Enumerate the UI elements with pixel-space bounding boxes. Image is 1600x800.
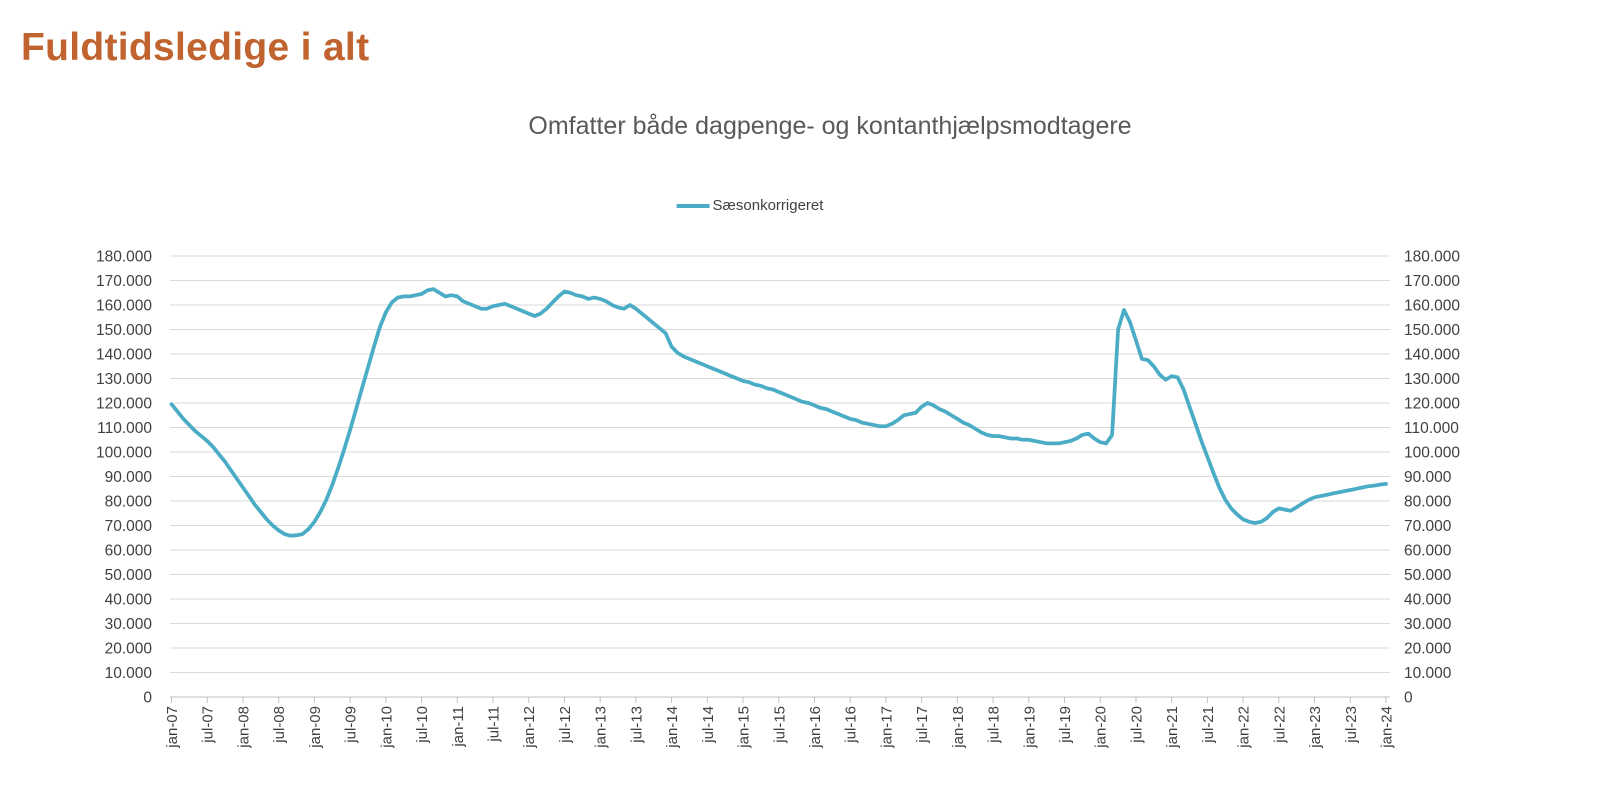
y-axis-label-left: 140.000 — [96, 347, 152, 364]
x-axis-label: jul-23 — [1343, 706, 1360, 744]
x-axis-label: jan-12 — [521, 706, 538, 749]
legend-label: Sæsonkorrigeret — [712, 197, 824, 214]
x-axis-label: jan-07 — [164, 706, 181, 749]
y-axis-label-left: 100.000 — [96, 445, 152, 462]
y-axis-label-right: 60.000 — [1404, 543, 1452, 560]
chart-title: Omfatter både dagpenge- og kontanthjælps… — [528, 112, 1132, 140]
x-axis-label: jul-19 — [1057, 706, 1074, 744]
x-axis-label: jan-24 — [1379, 706, 1396, 749]
y-axis-label-left: 70.000 — [105, 518, 153, 535]
y-axis-label-right: 130.000 — [1404, 371, 1460, 388]
y-axis-label-left: 80.000 — [105, 494, 153, 511]
x-axis-label: jan-22 — [1236, 706, 1253, 749]
x-axis-label: jul-16 — [843, 706, 860, 744]
x-axis-label: jan-23 — [1307, 706, 1324, 749]
y-axis-label-right: 140.000 — [1404, 347, 1460, 364]
series-line-seasonally-adjusted — [169, 287, 1388, 538]
x-axis-label: jul-08 — [271, 706, 288, 744]
x-axis-label: jul-21 — [1200, 706, 1217, 744]
y-axis-label-left: 10.000 — [105, 665, 153, 682]
y-axis-label-left: 160.000 — [96, 298, 152, 315]
y-axis-label-left: 120.000 — [96, 396, 152, 413]
y-axis-label-left: 0 — [143, 690, 152, 707]
y-axis-label-right: 100.000 — [1404, 445, 1460, 462]
x-axis-label: jul-12 — [557, 706, 574, 744]
y-axis-label-left: 60.000 — [105, 543, 153, 560]
y-axis-label-right: 90.000 — [1404, 469, 1452, 486]
x-axis-label: jan-18 — [950, 706, 967, 749]
y-axis-label-right: 30.000 — [1404, 616, 1452, 633]
legend[interactable]: Sæsonkorrigeret — [676, 197, 824, 214]
x-axis-label: jan-16 — [807, 706, 824, 749]
y-axis-label-right: 70.000 — [1404, 518, 1452, 535]
y-axis-label-right: 180.000 — [1404, 249, 1460, 266]
y-axis-label-left: 30.000 — [105, 616, 153, 633]
y-axis-label-right: 20.000 — [1404, 641, 1452, 658]
y-axis-label-left: 20.000 — [105, 641, 153, 658]
x-axis-label: jan-20 — [1093, 706, 1110, 749]
x-axis-label: jul-20 — [1128, 706, 1145, 744]
x-axis-label: jul-11 — [485, 706, 502, 743]
y-axis-label-left: 110.000 — [97, 420, 152, 437]
x-axis-label: jul-10 — [414, 706, 431, 744]
x-axis-label: jul-18 — [986, 706, 1003, 744]
y-axis-label-right: 120.000 — [1404, 396, 1460, 413]
x-axis-label: jan-09 — [307, 706, 324, 749]
y-axis-label-left: 40.000 — [105, 592, 153, 609]
y-axis-label-right: 0 — [1404, 690, 1413, 707]
y-axis-label-right: 10.000 — [1404, 665, 1452, 682]
x-axis-label: jan-19 — [1021, 706, 1038, 749]
x-axis-label: jan-10 — [378, 706, 395, 749]
x-axis-label: jul-14 — [700, 706, 717, 744]
y-axis-label-right: 150.000 — [1404, 322, 1460, 339]
y-axis-label-left: 130.000 — [96, 371, 152, 388]
x-axis-label: jul-13 — [628, 706, 645, 744]
x-axis-label: jan-14 — [664, 706, 681, 749]
x-axis-label: jan-08 — [235, 706, 252, 749]
y-axis-label-right: 50.000 — [1404, 567, 1452, 584]
x-axis-label: jul-09 — [343, 706, 360, 744]
y-axis-label-left: 180.000 — [96, 249, 152, 266]
page-title: Fuldtidsledige i alt — [21, 26, 370, 69]
y-axis-label-right: 40.000 — [1404, 592, 1452, 609]
y-axis-label-right: 170.000 — [1404, 273, 1460, 290]
y-axis-label-right: 160.000 — [1404, 298, 1460, 315]
legend-line-swatch — [676, 203, 710, 208]
x-axis-label: jan-17 — [878, 706, 895, 749]
x-axis-label: jan-13 — [593, 706, 610, 749]
x-axis-label: jan-15 — [736, 706, 753, 749]
y-axis-label-left: 170.000 — [96, 273, 152, 290]
x-axis-label: jan-21 — [1164, 706, 1181, 749]
x-axis-label: jul-22 — [1271, 706, 1288, 744]
y-axis-label-left: 50.000 — [105, 567, 153, 584]
y-axis-label-left: 90.000 — [105, 469, 153, 486]
x-axis-label: jul-17 — [914, 706, 931, 744]
y-axis-label-right: 80.000 — [1404, 494, 1452, 511]
x-axis-label: jan-11 — [450, 706, 467, 748]
y-axis-label-right: 110.000 — [1404, 420, 1459, 437]
y-axis-label-left: 150.000 — [96, 322, 152, 339]
x-axis-label: jul-07 — [200, 706, 217, 744]
x-axis-label: jul-15 — [771, 706, 788, 744]
